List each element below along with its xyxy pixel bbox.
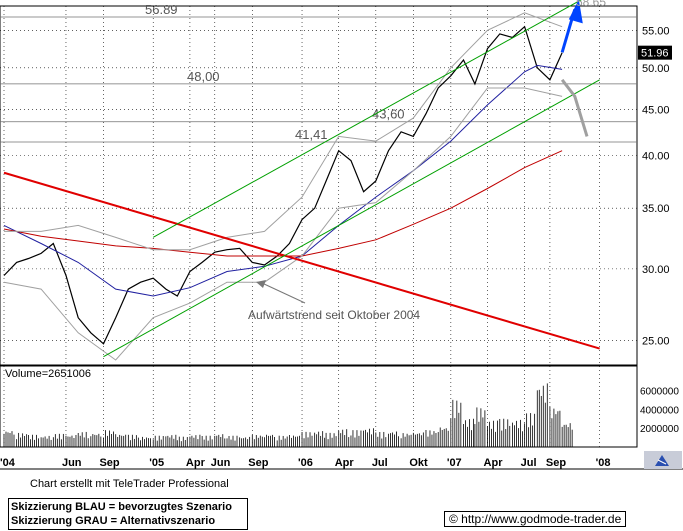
x-tick-label: Sep bbox=[546, 457, 566, 469]
x-tick-label: Apr bbox=[484, 457, 504, 469]
horizontal-levels: 56.89 48,00 43,60 41,41 bbox=[0, 2, 637, 143]
grid-lines bbox=[0, 6, 637, 447]
x-tick-label: Jun bbox=[62, 457, 82, 469]
price-tick-label: 30.00 bbox=[642, 264, 670, 276]
level-label: 56.89 bbox=[145, 2, 178, 17]
trendline-channel-upper bbox=[152, 0, 582, 238]
x-tick-label: Apr bbox=[186, 457, 206, 469]
x-tick-label: Jun bbox=[211, 457, 231, 469]
annotation-text: Aufwärtstrend seit Oktober 2004 bbox=[248, 308, 420, 322]
price-tick-label: 25.00 bbox=[642, 336, 670, 348]
credit-text: Chart erstellt mit TeleTrader Profession… bbox=[30, 478, 229, 490]
x-tick-label: '08 bbox=[596, 457, 611, 469]
x-tick-label: '05 bbox=[149, 457, 164, 469]
trendline-channel-lower bbox=[103, 79, 600, 358]
last-price-box bbox=[638, 45, 672, 60]
legend-line-blau: Skizzierung BLAU = bevorzugtes Szenario bbox=[11, 501, 232, 513]
x-tick-label: Jul bbox=[372, 457, 388, 469]
volume-tick-label: 6000000 bbox=[640, 386, 679, 397]
chart-frame bbox=[0, 5, 683, 470]
series-price bbox=[3, 25, 563, 345]
annotation-arrowhead bbox=[256, 280, 266, 288]
series-sma-long bbox=[3, 150, 563, 257]
level-label: 43,60 bbox=[372, 107, 405, 122]
crosshair-tool-icon[interactable] bbox=[644, 451, 682, 469]
axis-labels: 55.00 50.00 45.00 40.00 35.00 30.00 25.00 60000… bbox=[0, 25, 679, 469]
volume-tick-label: 4000000 bbox=[640, 405, 679, 416]
scenario-arrowhead-blau bbox=[568, 0, 583, 24]
price-tick-label: 55.00 bbox=[642, 25, 670, 37]
volume-tick-label: 2000000 bbox=[640, 424, 679, 435]
level-label: 41,41 bbox=[295, 127, 328, 142]
price-tick-label: 35.00 bbox=[642, 203, 670, 215]
x-tick-label: Sep bbox=[248, 457, 268, 469]
price-tick-label: 40.00 bbox=[642, 151, 670, 163]
url-box[interactable]: © http://www.godmode-trader.de bbox=[444, 511, 627, 527]
x-tick-label: Sep bbox=[99, 457, 119, 469]
top-right-label: 58.65 bbox=[576, 0, 606, 9]
x-tick-label: '04 bbox=[0, 457, 16, 469]
volume-bars bbox=[3, 383, 573, 447]
price-tick-label: 45.00 bbox=[642, 104, 670, 116]
last-price-label: 51.96 bbox=[641, 48, 669, 60]
trendlines bbox=[3, 0, 600, 358]
annotation-arrow-line bbox=[261, 282, 306, 304]
scenario-legend: Skizzierung BLAU = bevorzugtes Szenario … bbox=[8, 498, 248, 530]
scenario-arrow-grau bbox=[560, 78, 589, 137]
scenario-arrows bbox=[256, 0, 589, 304]
level-label: 48,00 bbox=[187, 69, 220, 84]
x-tick-label: Okt bbox=[409, 457, 428, 469]
price-tick-label: 50.00 bbox=[642, 63, 670, 75]
x-tick-label: '06 bbox=[298, 457, 313, 469]
x-tick-label: '07 bbox=[447, 457, 462, 469]
volume-label: Volume=2651006 bbox=[5, 368, 91, 380]
series-band-upper bbox=[4, 12, 563, 251]
series-band-lower bbox=[3, 87, 563, 361]
legend-line-grau: Skizzierung GRAU = Alternativszenario bbox=[11, 515, 216, 527]
trendline-resistance-red bbox=[3, 171, 600, 350]
x-tick-label: Jul bbox=[521, 457, 537, 469]
price-panel-border bbox=[0, 5, 638, 366]
x-tick-label: Apr bbox=[335, 457, 355, 469]
